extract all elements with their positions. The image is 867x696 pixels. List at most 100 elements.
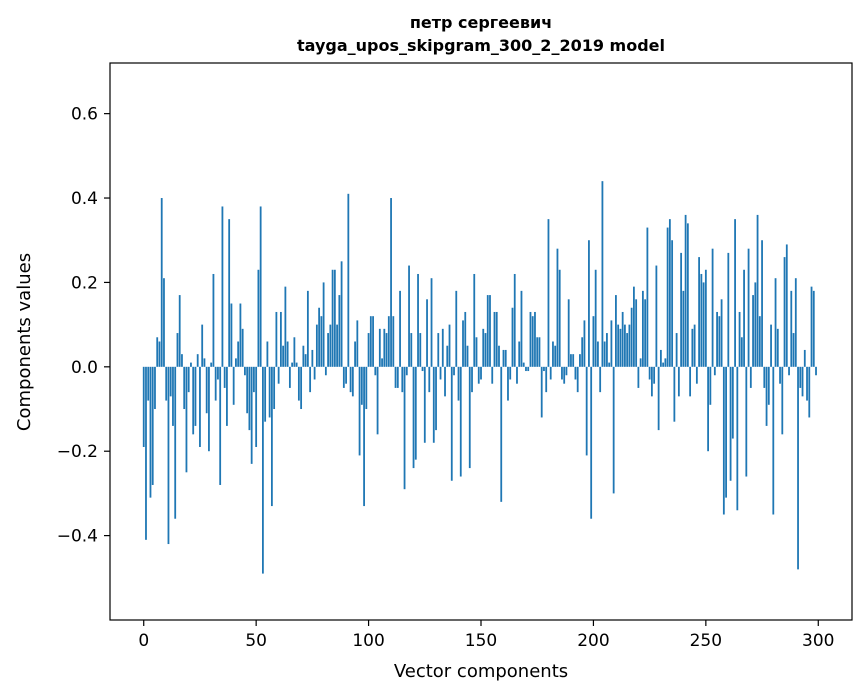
bar-147 [473,273,476,367]
bar-78 [318,307,321,367]
bar-26 [201,324,204,367]
bar-254 [713,366,716,376]
bar-114 [399,290,401,367]
bar-280 [772,366,775,515]
bar-92 [349,366,352,393]
bar-151 [482,328,485,367]
bar-83 [329,324,332,367]
bar-129 [432,366,435,443]
bar-150 [480,366,482,380]
bar-193 [576,366,579,393]
bar-10 [165,366,168,401]
bar-53 [262,366,264,574]
bar-106 [381,358,383,367]
bar-195 [581,337,584,367]
bar-80 [322,282,325,367]
bar-188 [565,366,568,376]
bar-219 [635,299,638,367]
bar-172 [529,311,532,367]
bar-102 [372,316,374,367]
bar-112 [394,366,397,388]
bar-198 [588,240,590,367]
bar-44 [241,328,244,367]
bar-19 [185,366,188,473]
bar-126 [426,299,428,367]
bar-284 [781,366,784,435]
bar-259 [725,366,727,498]
x-axis-label: Vector components [394,661,568,682]
bar-62 [282,345,285,367]
bar-216 [628,324,631,367]
bar-63 [284,286,287,367]
bar-139 [455,290,458,367]
bar-15 [176,333,179,367]
bar-45 [244,366,246,376]
bar-298 [812,290,815,367]
bar-196 [583,320,586,367]
bar-61 [279,311,282,367]
bar-14 [174,366,177,519]
bar-98 [363,366,365,507]
bar-47 [248,366,251,431]
bar-256 [718,316,721,367]
bar-187 [563,366,566,384]
bar-3 [149,366,152,498]
bar-145 [468,366,471,469]
bar-66 [291,362,294,367]
bar-194 [579,354,581,367]
bar-250 [704,269,707,367]
bar-275 [761,240,763,367]
bar-262 [731,366,734,439]
bar-166 [516,366,518,384]
bar-144 [466,345,469,367]
bar-189 [567,299,570,367]
bar-234 [668,219,671,367]
bar-235 [671,240,674,367]
bar-133 [441,328,444,367]
bar-167 [518,341,521,367]
bar-177 [540,366,543,418]
bar-241 [684,214,687,367]
bar-118 [408,265,410,367]
bar-2 [147,366,150,401]
bar-220 [637,366,640,388]
bar-121 [414,366,417,460]
bar-70 [300,366,303,410]
bar-278 [767,366,770,405]
bar-268 [745,366,748,477]
bar-205 [603,341,606,367]
bar-293 [801,366,804,397]
bar-105 [378,328,381,367]
bar-183 [554,345,557,367]
bar-64 [286,341,289,367]
bar-299 [815,366,817,376]
bar-141 [459,366,462,477]
bar-82 [327,333,329,367]
bar-155 [491,366,494,384]
bar-33 [217,366,219,380]
bar-190 [570,354,572,367]
bar-185 [558,269,561,367]
bar-287 [788,366,790,376]
bar-201 [594,269,597,367]
bar-162 [507,366,509,401]
bar-279 [770,324,772,367]
bar-59 [275,311,278,367]
bar-296 [808,366,811,418]
bar-152 [484,333,487,367]
bar-119 [410,333,413,367]
bar-272 [754,282,757,367]
bar-209 [612,366,615,494]
bar-111 [392,316,395,367]
bar-239 [680,252,683,367]
bar-249 [702,282,705,367]
bar-271 [752,295,754,367]
bar-146 [471,366,473,393]
y-tick-label: 0.6 [71,105,98,125]
bar-251 [707,366,709,452]
bar-0 [142,366,145,447]
bar-238 [677,366,680,397]
bar-286 [785,244,788,367]
bar-227 [653,366,656,384]
bar-95 [356,320,359,367]
